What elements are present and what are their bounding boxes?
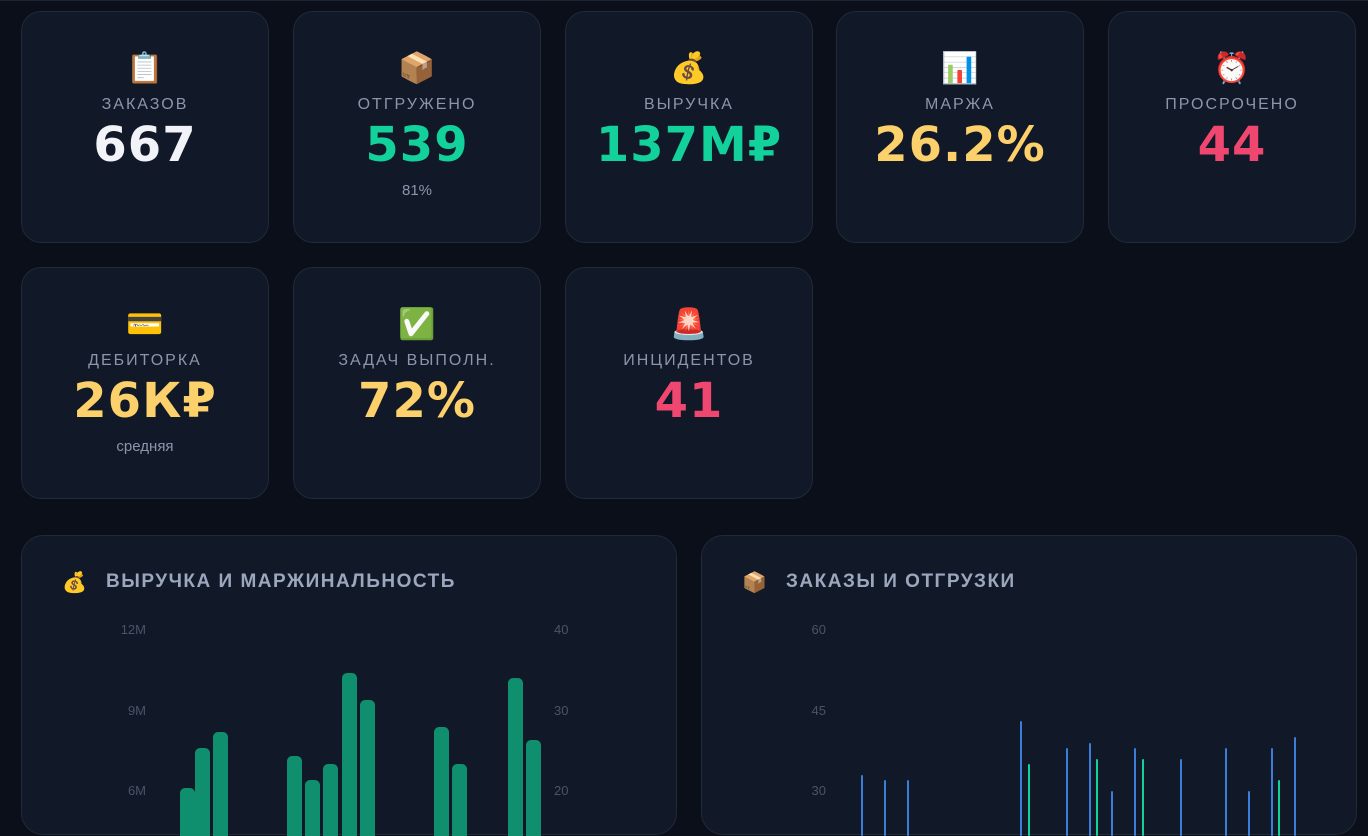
kpi-value: 26К₽ [73, 373, 217, 429]
y-axis-tick: 12M [120, 622, 146, 637]
orders-bar [1020, 721, 1022, 836]
y-axis-right-tick: 40 [554, 622, 569, 637]
orders-bar [1294, 737, 1296, 836]
clipboard-icon: 📋 [126, 51, 164, 86]
panel-header: 💰 ВЫРУЧКА И МАРЖИНАЛЬНОСТЬ [62, 570, 456, 594]
orders-bar [1225, 748, 1227, 836]
orders-bar [1271, 748, 1273, 836]
revenue-bar [180, 788, 195, 836]
kpi-card-receivables: 💳 ДЕБИТОРКА 26К₽ средняя [21, 267, 269, 499]
kpi-sub: 81% [401, 182, 433, 199]
kpi-card-tasks-done: ✅ ЗАДАЧ ВЫПОЛН. 72% [293, 267, 541, 499]
kpi-value: 137М₽ [595, 117, 783, 173]
kpi-label: ЗАКАЗОВ [101, 96, 189, 113]
kpi-value: 44 [1197, 117, 1267, 173]
top-divider [0, 0, 1368, 1]
orders-bar [1248, 791, 1250, 836]
kpi-label: ПРОСРОЧЕНО [1165, 96, 1299, 113]
orders-bar [1134, 748, 1136, 836]
money-bag-icon: 💰 [62, 570, 87, 594]
money-bag-icon: 💰 [670, 51, 708, 86]
kpi-value: 667 [93, 117, 197, 173]
orders-bar [1089, 742, 1091, 836]
kpi-card-margin: 📊 МАРЖА 26.2% [836, 11, 1084, 243]
shipments-bar [1096, 758, 1098, 836]
kpi-value: 539 [365, 117, 469, 173]
y-axis-right-tick: 30 [554, 702, 569, 718]
alarm-clock-icon: ⏰ [1213, 51, 1251, 86]
orders-bar [1066, 748, 1068, 836]
package-icon: 📦 [398, 51, 436, 86]
kpi-value: 41 [654, 373, 724, 429]
revenue-bar [287, 756, 302, 836]
revenue-bar [452, 764, 467, 836]
kpi-label: ЗАДАЧ ВЫПОЛН. [338, 352, 496, 369]
bar-chart-icon: 📊 [941, 51, 979, 86]
orders-bar [1111, 791, 1113, 836]
kpi-value: 26.2% [874, 117, 1046, 173]
panel-title: ЗАКАЗЫ И ОТГРУЗКИ [786, 571, 1016, 592]
orders-bar [1180, 758, 1182, 836]
y-axis-tick: 45 [811, 702, 826, 718]
y-axis-tick: 30 [811, 783, 826, 798]
kpi-card-revenue: 💰 ВЫРУЧКА 137М₽ [565, 11, 813, 243]
revenue-bar [508, 678, 523, 836]
y-axis-tick: 60 [811, 622, 826, 637]
revenue-margin-panel: 💰 ВЫРУЧКА И МАРЖИНАЛЬНОСТЬ 12M 9M 6M 40 30 20 [21, 535, 677, 836]
shipments-bar [1278, 780, 1280, 836]
shipments-bar [1028, 764, 1030, 836]
orders-shipments-panel: 📦 ЗАКАЗЫ И ОТГРУЗКИ 60 45 30 [701, 535, 1357, 836]
check-mark-icon: ✅ [398, 307, 436, 342]
revenue-bar [195, 748, 210, 836]
kpi-card-orders: 📋 ЗАКАЗОВ 667 [21, 11, 269, 243]
revenue-bar [342, 672, 357, 836]
revenue-bar [323, 764, 338, 836]
orders-bar [907, 780, 909, 836]
panel-title: ВЫРУЧКА И МАРЖИНАЛЬНОСТЬ [106, 571, 456, 592]
kpi-label: МАРЖА [925, 96, 995, 113]
kpi-card-incidents: 🚨 ИНЦИДЕНТОВ 41 [565, 267, 813, 499]
kpi-card-shipped: 📦 ОТГРУЖЕНО 539 81% [293, 11, 541, 243]
credit-card-icon: 💳 [126, 307, 164, 342]
y-axis-tick: 9M [127, 702, 146, 718]
y-axis-tick: 6M [127, 783, 146, 798]
revenue-bar [213, 731, 228, 836]
panel-header: 📦 ЗАКАЗЫ И ОТГРУЗКИ [742, 570, 1016, 594]
kpi-sub: средняя [116, 438, 174, 455]
kpi-label: ИНЦИДЕНТОВ [623, 352, 755, 369]
orders-bar [884, 780, 886, 836]
siren-icon: 🚨 [670, 307, 708, 342]
shipments-bar [1142, 758, 1144, 836]
orders-bar [861, 774, 863, 836]
revenue-bar [526, 740, 541, 836]
kpi-label: ВЫРУЧКА [644, 96, 734, 113]
package-icon: 📦 [742, 570, 767, 594]
kpi-card-overdue: ⏰ ПРОСРОЧЕНО 44 [1108, 11, 1356, 243]
y-axis-right-tick: 20 [554, 783, 569, 798]
kpi-value: 72% [358, 373, 476, 429]
revenue-bar [305, 780, 320, 836]
revenue-bar [360, 699, 375, 836]
kpi-label: ДЕБИТОРКА [88, 352, 202, 369]
kpi-label: ОТГРУЖЕНО [357, 96, 477, 113]
revenue-bar [434, 726, 449, 836]
